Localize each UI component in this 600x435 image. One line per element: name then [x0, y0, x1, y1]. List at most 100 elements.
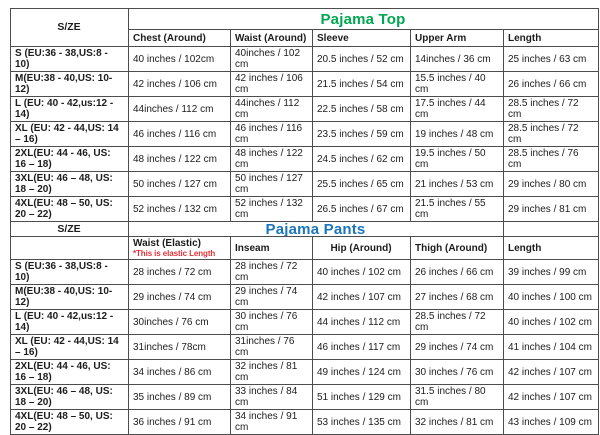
pants-row-3xl: 3XL(EU: 46 – 48, US: 18 – 20) 35 inches … [10, 384, 600, 410]
top-col-header-sleeve: Sleeve [312, 29, 411, 47]
waist-elastic-label: Waist (Elastic) [133, 238, 201, 249]
top-col-header-length: Length [502, 29, 600, 47]
value-cell: 29 inches / 74 cm [230, 284, 313, 310]
value-cell: 52 inches / 132 cm [128, 196, 231, 222]
value-cell: 29 inches / 74 cm [128, 284, 231, 310]
pants-col-header-hip: Hip (Around) [312, 236, 411, 260]
value-cell: 44inches / 112 cm [230, 96, 313, 122]
value-cell: 40inches / 102 cm [230, 46, 313, 72]
value-cell: 42 inches / 107 cm [502, 384, 600, 410]
top-col-header-upper-arm: Upper Arm [410, 29, 504, 47]
size-label-cell: XL (EU: 42 - 44,US: 14 – 16) [10, 334, 129, 360]
top-row-3xl: 3XL(EU: 46 – 48, US: 18 – 20) 50 inches … [10, 171, 600, 197]
size-label-cell: 2XL(EU: 44 - 46, US: 16 – 18) [10, 146, 129, 172]
pants-col-header-waist-elastic: Waist (Elastic) *This is elastic Length [128, 236, 231, 260]
size-label-cell: 3XL(EU: 46 – 48, US: 18 – 20) [10, 171, 129, 197]
value-cell: 28.5 inches / 72 cm [410, 309, 504, 335]
value-cell: 22.5 inches / 58 cm [312, 96, 411, 122]
top-row-4xl: 4XL(EU: 48 – 50, US: 20 – 22) 52 inches … [10, 196, 600, 222]
value-cell: 42 inches / 107 cm [502, 359, 600, 385]
value-cell: 25 inches / 63 cm [502, 46, 600, 72]
empty-cell [502, 221, 600, 237]
size-chart-table: S/ZE Pajama Top Chest (Around) Waist (Ar… [10, 8, 600, 435]
value-cell: 29 inches / 81 cm [502, 196, 600, 222]
pants-row-4xl: 4XL(EU: 48 – 50, US: 20 – 22) 36 inches … [10, 409, 600, 435]
value-cell: 21 inches / 53 cm [410, 171, 504, 197]
value-cell: 32 inches / 81 cm [230, 359, 313, 385]
top-col-header-chest: Chest (Around) [128, 29, 231, 47]
empty-cell [10, 236, 129, 260]
size-chart: S/ZE Pajama Top Chest (Around) Waist (Ar… [10, 8, 600, 435]
top-row-l: L (EU: 40 - 42,us:12 - 14) 44inches / 11… [10, 96, 600, 122]
top-row-xl: XL (EU: 42 - 44,US: 14 – 16) 46 inches /… [10, 121, 600, 147]
value-cell: 15.5 inches / 40 cm [410, 71, 504, 97]
value-cell: 46 inches / 117 cm [312, 334, 411, 360]
value-cell: 39 inches / 99 cm [502, 259, 600, 285]
value-cell: 48 inches / 122 cm [128, 146, 231, 172]
value-cell: 26 inches / 66 cm [502, 71, 600, 97]
size-label-cell: L (EU: 40 - 42,us:12 - 14) [10, 96, 129, 122]
top-row-m: M(EU:38 - 40,US: 10-12) 42 inches / 106 … [10, 71, 600, 97]
value-cell: 36 inches / 91 cm [128, 409, 231, 435]
value-cell: 30 inches / 76 cm [410, 359, 504, 385]
value-cell: 44 inches / 112 cm [312, 309, 411, 335]
value-cell: 23.5 inches / 59 cm [312, 121, 411, 147]
value-cell: 34 inches / 86 cm [128, 359, 231, 385]
value-cell: 42 inches / 106 cm [128, 71, 231, 97]
value-cell: 41 inches / 104 cm [502, 334, 600, 360]
value-cell: 44inches / 112 cm [128, 96, 231, 122]
pants-col-header-inseam: Inseam [230, 236, 313, 260]
size-label-cell: M(EU:38 - 40,US: 10-12) [10, 284, 129, 310]
top-row-2xl: 2XL(EU: 44 - 46, US: 16 – 18) 48 inches … [10, 146, 600, 172]
value-cell: 53 inches / 135 cm [312, 409, 411, 435]
value-cell: 52 inches / 132 cm [230, 196, 313, 222]
value-cell: 50 inches / 127 cm [128, 171, 231, 197]
value-cell: 31.5 inches / 80 cm [410, 384, 504, 410]
value-cell: 30inches / 76 cm [128, 309, 231, 335]
value-cell: 28 inches / 72 cm [128, 259, 231, 285]
size-column-header-top: S/ZE [10, 8, 129, 47]
value-cell: 42 inches / 106 cm [230, 71, 313, 97]
value-cell: 28.5 inches / 76 cm [502, 146, 600, 172]
value-cell: 46 inches / 116 cm [230, 121, 313, 147]
value-cell: 28.5 inches / 72 cm [502, 96, 600, 122]
value-cell: 14inches / 36 cm [410, 46, 504, 72]
value-cell: 34 inches / 91 cm [230, 409, 313, 435]
value-cell: 40 inches / 102 cm [502, 309, 600, 335]
size-label-cell: 3XL(EU: 46 – 48, US: 18 – 20) [10, 384, 129, 410]
size-label-cell: S (EU:36 - 38,US:8 - 10) [10, 259, 129, 285]
elastic-length-note: *This is elastic Length [133, 249, 216, 258]
value-cell: 26.5 inches / 67 cm [312, 196, 411, 222]
value-cell: 40 inches / 102cm [128, 46, 231, 72]
size-label-cell: S (EU:36 - 38,US:8 - 10) [10, 46, 129, 72]
pants-row-s: S (EU:36 - 38,US:8 - 10) 28 inches / 72 … [10, 259, 600, 285]
value-cell: 42 inches / 107 cm [312, 284, 411, 310]
value-cell: 19.5 inches / 50 cm [410, 146, 504, 172]
size-label-cell: XL (EU: 42 - 44,US: 14 – 16) [10, 121, 129, 147]
value-cell: 29 inches / 74 cm [410, 334, 504, 360]
top-row-s: S (EU:36 - 38,US:8 - 10) 40 inches / 102… [10, 46, 600, 72]
value-cell: 25.5 inches / 65 cm [312, 171, 411, 197]
value-cell: 21.5 inches / 55 cm [410, 196, 504, 222]
value-cell: 31inches / 76 cm [230, 334, 313, 360]
pajama-pants-section-title: Pajama Pants [128, 221, 504, 237]
value-cell: 35 inches / 89 cm [128, 384, 231, 410]
value-cell: 26 inches / 66 cm [410, 259, 504, 285]
size-label-cell: L (EU: 40 - 42,us:12 - 14) [10, 309, 129, 335]
value-cell: 27 inches / 68 cm [410, 284, 504, 310]
value-cell: 43 inches / 109 cm [502, 409, 600, 435]
value-cell: 19 inches / 48 cm [410, 121, 504, 147]
value-cell: 46 inches / 116 cm [128, 121, 231, 147]
top-col-header-waist: Waist (Around) [230, 29, 313, 47]
size-column-header-pants: S/ZE [10, 221, 129, 237]
value-cell: 40 inches / 100 cm [502, 284, 600, 310]
value-cell: 49 inches / 124 cm [312, 359, 411, 385]
value-cell: 24.5 inches / 62 cm [312, 146, 411, 172]
pants-row-l: L (EU: 40 - 42,us:12 - 14) 30inches / 76… [10, 309, 600, 335]
value-cell: 48 inches / 122 cm [230, 146, 313, 172]
value-cell: 40 inches / 102 cm [312, 259, 411, 285]
value-cell: 21.5 inches / 54 cm [312, 71, 411, 97]
pants-col-header-thigh: Thigh (Around) [410, 236, 504, 260]
size-label-cell: 4XL(EU: 48 – 50, US: 20 – 22) [10, 409, 129, 435]
pants-row-xl: XL (EU: 42 - 44,US: 14 – 16) 31inches / … [10, 334, 600, 360]
